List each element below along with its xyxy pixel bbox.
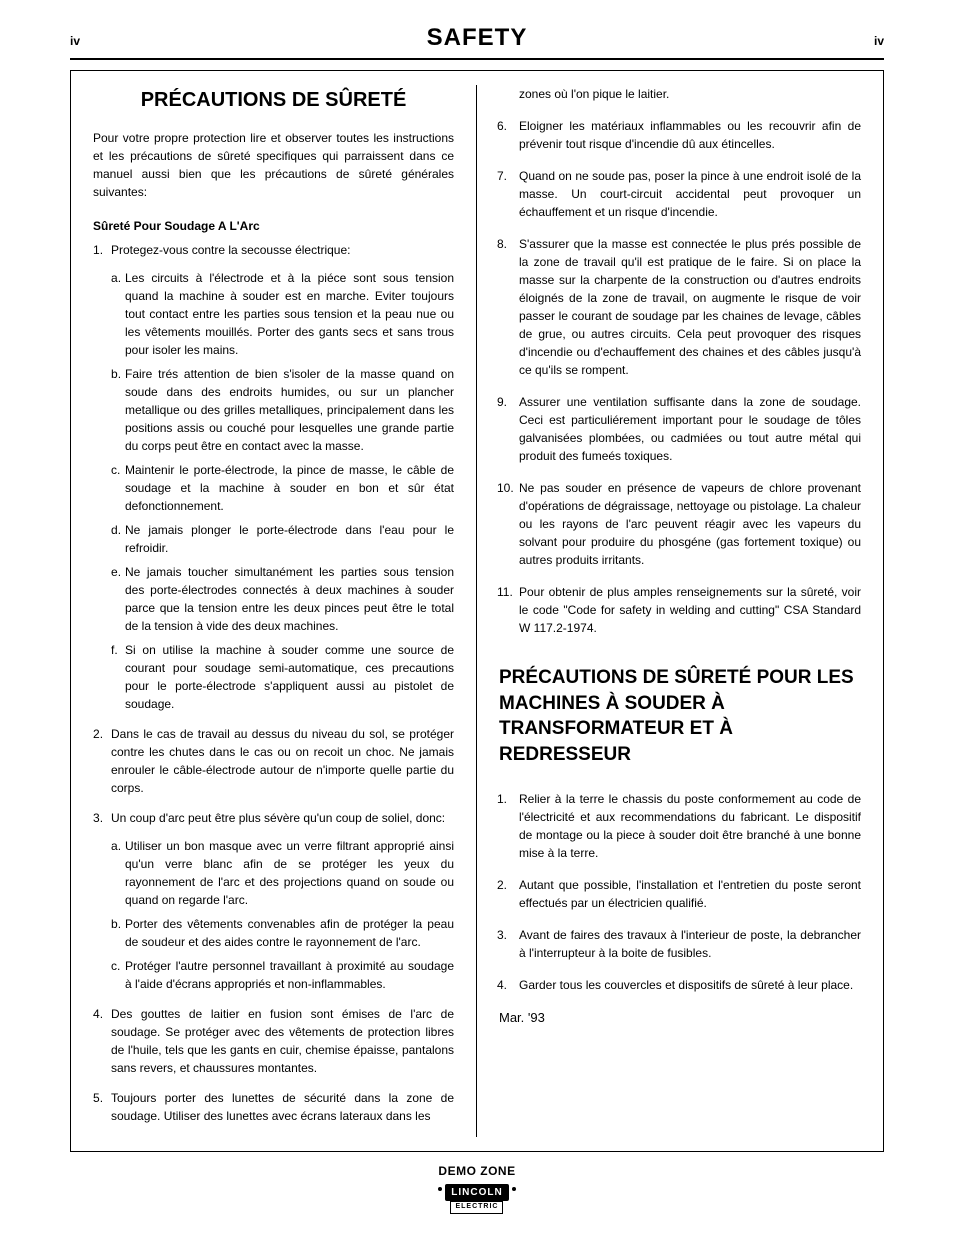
arc-welding-subhead: Sûreté Pour Soudage A L'Arc: [93, 217, 454, 235]
revision-date: Mar. '93: [499, 1008, 861, 1028]
sub-list-item: Ne jamais toucher simultanément les part…: [111, 563, 454, 635]
list-item: 6.Eloigner les matériaux inflammables ou…: [499, 117, 861, 153]
right-column: zones où l'on pique le laitier. 6.Eloign…: [477, 85, 883, 1137]
left-column: PRÉCAUTIONS DE SÛRETÉ Pour votre propre …: [71, 85, 477, 1137]
list-item: 11.Pour obtenir de plus amples renseigne…: [499, 583, 861, 637]
sub-list-item: Maintenir le porte-électrode, la pince d…: [111, 461, 454, 515]
sub-list-item: Faire trés attention de bien s'isoler de…: [111, 365, 454, 455]
right-continued-list: 6.Eloigner les matériaux inflammables ou…: [499, 117, 861, 637]
list-item: 9.Assurer une ventilation suffisante dan…: [499, 393, 861, 465]
list-item: 4.Garder tous les couvercles et disposit…: [499, 976, 861, 994]
sub-list: Les circuits à l'électrode et à la piéce…: [111, 269, 454, 713]
list-item: Dans le cas de travail au dessus du nive…: [93, 725, 454, 797]
page-title: SAFETY: [427, 20, 528, 56]
precautions-heading: PRÉCAUTIONS DE SÛRETÉ: [93, 85, 454, 115]
page-footer: DEMO ZONE LINCOLN ELECTRIC: [70, 1162, 884, 1214]
list-item: 2.Autant que possible, l'installation et…: [499, 876, 861, 912]
sub-list-item: Porter des vêtements convenables afin de…: [111, 915, 454, 951]
list-item: 1.Relier à la terre le chassis du poste …: [499, 790, 861, 862]
sub-list: Utiliser un bon masque avec un verre fil…: [111, 837, 454, 993]
intro-paragraph: Pour votre propre protection lire et obs…: [93, 129, 454, 201]
transformer-heading: PRÉCAUTIONS DE SÛRETÉ POUR LES MACHINES …: [499, 665, 861, 768]
content-frame: PRÉCAUTIONS DE SÛRETÉ Pour votre propre …: [70, 70, 884, 1152]
logo-sub: ELECTRIC: [450, 1201, 503, 1214]
sub-list-item: Ne jamais plonger le porte-électrode dan…: [111, 521, 454, 557]
continuation-text: zones où l'on pique le laitier.: [499, 85, 861, 103]
list-item: 3.Avant de faires des travaux à l'interi…: [499, 926, 861, 962]
left-main-list: Protegez-vous contre la secousse électri…: [93, 241, 454, 1125]
list-item: 8.S'assurer que la masse est connectée l…: [499, 235, 861, 379]
list-item: Un coup d'arc peut être plus sévère qu'u…: [93, 809, 454, 993]
lincoln-logo: LINCOLN ELECTRIC: [445, 1182, 508, 1214]
list-item: 10.Ne pas souder en présence de vapeurs …: [499, 479, 861, 569]
sub-list-item: Utiliser un bon masque avec un verre fil…: [111, 837, 454, 909]
sub-list-item: Les circuits à l'électrode et à la piéce…: [111, 269, 454, 359]
list-item: 7.Quand on ne soude pas, poser la pince …: [499, 167, 861, 221]
logo-brand: LINCOLN: [445, 1184, 508, 1201]
transformer-list: 1.Relier à la terre le chassis du poste …: [499, 790, 861, 994]
list-item: Des gouttes de laitier en fusion sont ém…: [93, 1005, 454, 1077]
page-number-left: iv: [70, 32, 80, 50]
footer-demo-text: DEMO ZONE: [70, 1162, 884, 1180]
list-item: Toujours porter des lunettes de sécurité…: [93, 1089, 454, 1125]
page-number-right: iv: [874, 32, 884, 50]
page-header: iv SAFETY iv: [70, 20, 884, 60]
list-item: Protegez-vous contre la secousse électri…: [93, 241, 454, 713]
sub-list-item: Protéger l'autre personnel travaillant à…: [111, 957, 454, 993]
sub-list-item: Si on utilise la machine à souder comme …: [111, 641, 454, 713]
